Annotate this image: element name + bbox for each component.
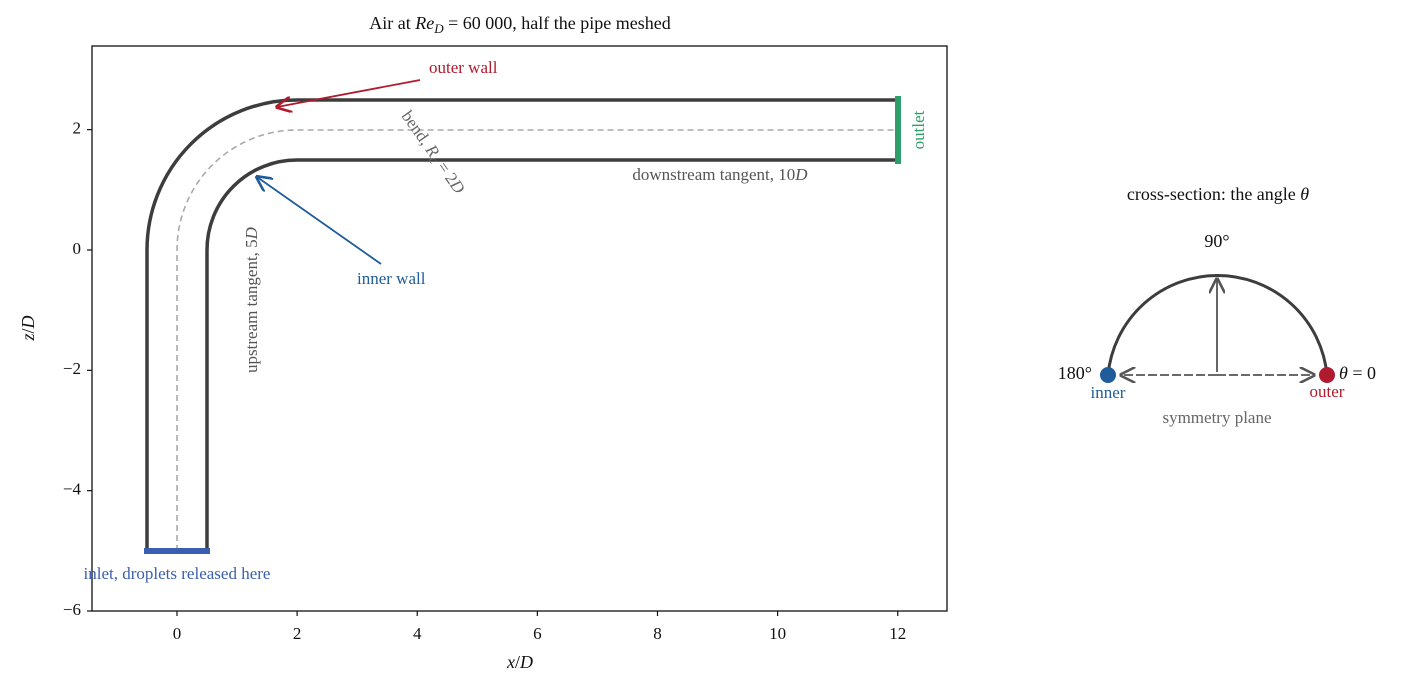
y-tick-label: −6	[63, 600, 81, 619]
label-180: 180°	[1058, 363, 1092, 383]
x-axis-label: x/D	[506, 652, 533, 672]
inner-wall-arrow	[257, 177, 382, 265]
outer-dot	[1319, 367, 1335, 383]
x-tick-label: 4	[413, 624, 422, 643]
y-tick-label: 2	[73, 119, 82, 138]
inset-title: cross-section: the angle θ	[1127, 184, 1309, 204]
inner-wall	[205, 158, 898, 551]
axes-frame	[91, 45, 948, 612]
inlet-label: inlet, droplets released here	[84, 564, 271, 583]
axes: 0 2 4 6 8 10 12 −6 −4 −2 0 2	[63, 45, 948, 643]
x-tick-label: 8	[653, 624, 662, 643]
inner-dot	[1100, 367, 1116, 383]
x-tick-label: 10	[769, 624, 786, 643]
upstream-label: upstream tangent, 5D	[242, 226, 261, 373]
title: Air at ReD = 60 000, half the pipe meshe…	[369, 13, 670, 36]
half-circle	[1106, 273, 1329, 376]
y-tick-label: −4	[63, 480, 82, 499]
downstream-label: downstream tangent, 10D	[632, 165, 808, 184]
centerline	[176, 129, 898, 551]
y-tick-label: −2	[63, 359, 81, 378]
outer-wall-label: outer wall	[429, 58, 498, 77]
inner-wall-label: inner wall	[357, 269, 426, 288]
outer-wall-arrow	[277, 79, 421, 107]
plane-label: symmetry plane	[1162, 408, 1271, 427]
y-tick-label: 0	[73, 239, 82, 258]
y-axis-label: z/D	[18, 315, 38, 341]
label-0: θ = 0	[1339, 363, 1376, 383]
bend-label: bend, Rc = 2D	[396, 107, 469, 199]
inner-label: inner	[1091, 383, 1126, 402]
x-tick-label: 2	[293, 624, 302, 643]
x-tick-label: 0	[173, 624, 182, 643]
outlet-label: outlet	[909, 110, 928, 149]
outer-wall	[145, 98, 898, 551]
x-tick-label: 12	[889, 624, 906, 643]
x-tick-label: 6	[533, 624, 542, 643]
outer-label: outer	[1310, 382, 1345, 401]
label-90: 90°	[1204, 231, 1229, 251]
